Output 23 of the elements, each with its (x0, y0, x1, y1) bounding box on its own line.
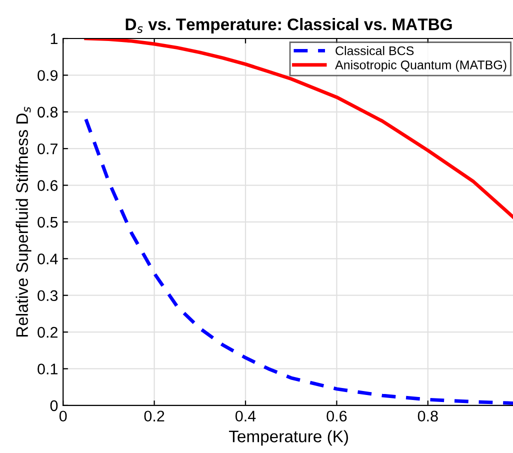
x-axis-title: Temperature (K) (228, 430, 348, 446)
x-tick-label: 0.2 (144, 410, 164, 422)
x-tick-label: 0.8 (418, 410, 438, 422)
x-tick-label: 0.6 (326, 410, 347, 422)
y-tick-label: 0.2 (38, 326, 58, 338)
y-tick-label: 0.8 (38, 106, 58, 118)
y-tick-label: 0.4 (38, 254, 58, 264)
y-tick-label: 0.5 (38, 216, 58, 228)
y-tick-label: 0.6 (38, 180, 58, 191)
x-tick-label: 0 (59, 410, 67, 422)
y-tick-label: 0.9 (38, 70, 58, 81)
x-tick-label: 0.4 (235, 410, 256, 422)
chart-title: D$_{s}$ vs. Temperature: Classical vs. MATBG (126, 18, 452, 34)
y-tick-label: 0 (50, 400, 58, 412)
y-tick-label: 0.1 (38, 364, 58, 374)
legend-label: Classical BCS (336, 46, 414, 56)
y-tick-label: 0.3 (38, 290, 58, 302)
legend-label: Anisotropic Quantum (MATBG) (335, 60, 506, 72)
line-series (84, 38, 513, 220)
y-tick-label: 0.7 (38, 143, 58, 154)
y-axis-title: Relative Superfluid Stiffness D$_{s}$ (16, 106, 32, 337)
line-series (84, 117, 513, 405)
y-tick-label: 1 (50, 34, 58, 44)
